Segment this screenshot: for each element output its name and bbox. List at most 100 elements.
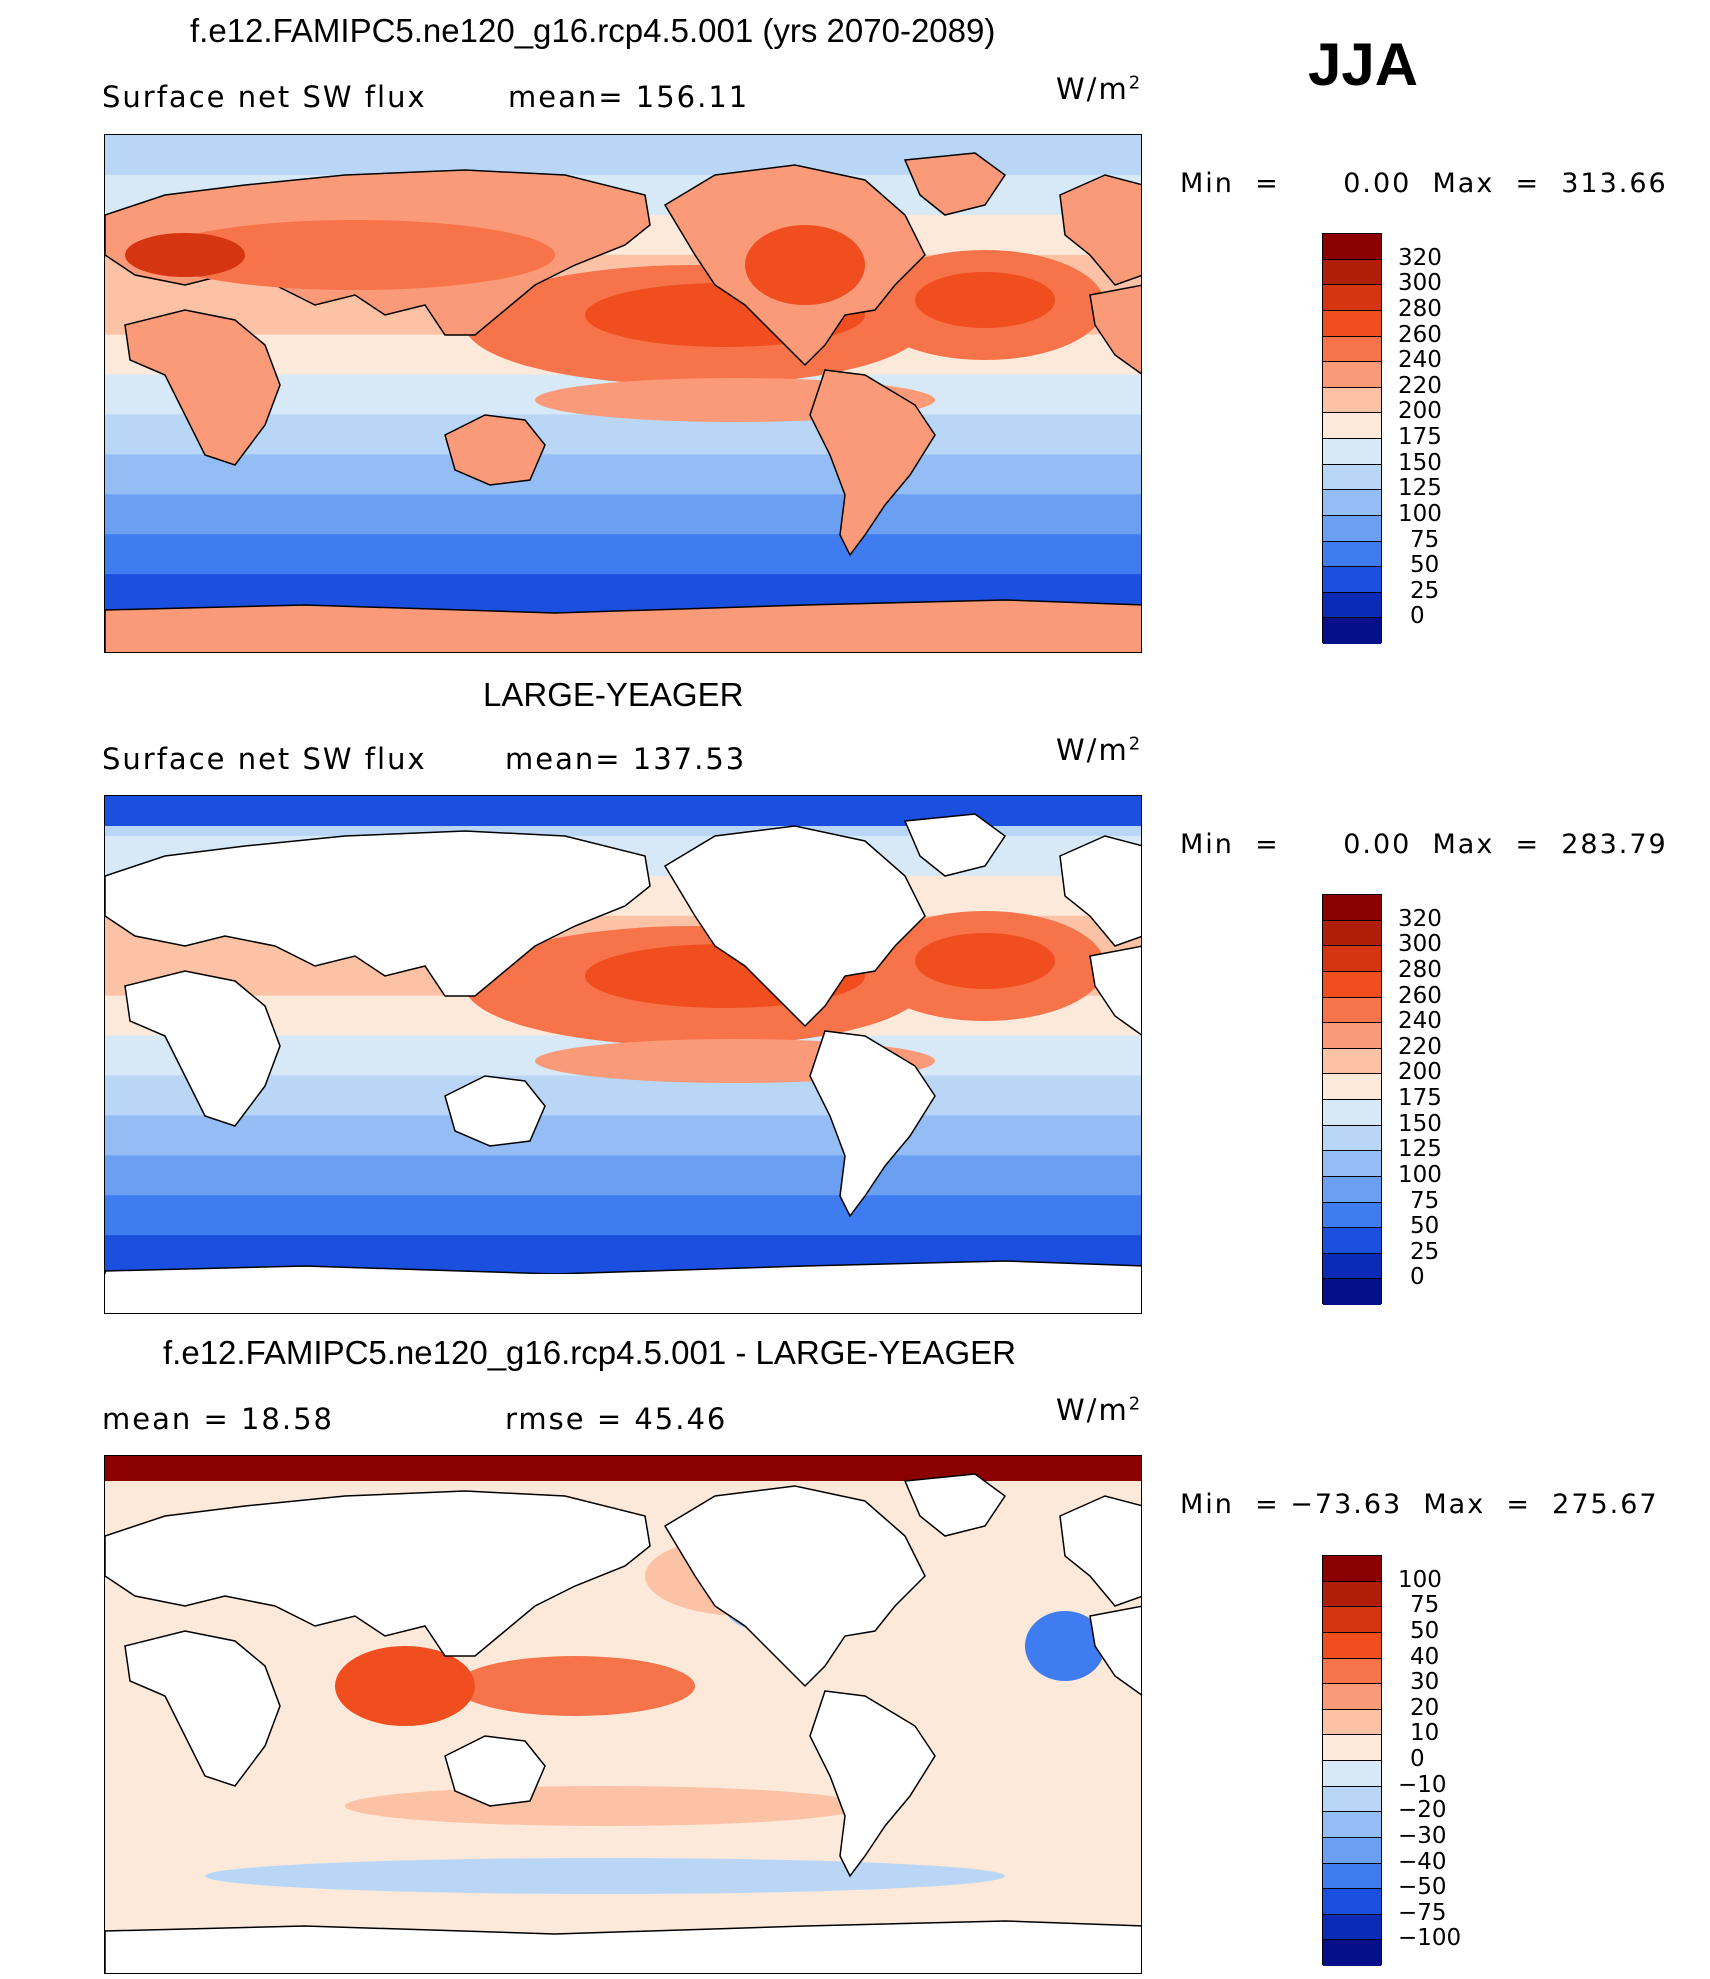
colorbar-tick-label: 300 bbox=[1398, 931, 1442, 958]
colorbar-swatch bbox=[1323, 413, 1381, 439]
colorbar-tick-label: 260 bbox=[1398, 321, 1442, 348]
colorbar-swatch bbox=[1323, 895, 1381, 921]
colorbar-tick-label: 240 bbox=[1398, 1008, 1442, 1035]
colorbar-swatch bbox=[1323, 1202, 1381, 1229]
colorbar-swatch bbox=[1323, 336, 1381, 363]
map-color-band bbox=[105, 1075, 1141, 1117]
colorbar-tick-label: 175 bbox=[1398, 424, 1442, 450]
colorbar-tick-label: 30 bbox=[1410, 1669, 1440, 1696]
map-color-band bbox=[105, 1195, 1141, 1237]
colorbar-tick-label: 40 bbox=[1410, 1643, 1440, 1670]
colorbar-swatch bbox=[1323, 464, 1381, 491]
continent-outline bbox=[663, 1485, 926, 1688]
continent-outline bbox=[1089, 945, 1141, 1036]
colorbar-swatch bbox=[1323, 1658, 1381, 1685]
colorbar-tick-label: −75 bbox=[1398, 1899, 1447, 1926]
colorbar-tick-label: 220 bbox=[1398, 372, 1442, 399]
colorbar-swatch bbox=[1323, 920, 1381, 947]
continent-outline bbox=[105, 1490, 651, 1657]
continent-outline bbox=[124, 970, 281, 1127]
panel-1-variable-label: Surface net SW flux bbox=[102, 80, 427, 114]
colorbar-swatch bbox=[1323, 1151, 1381, 1177]
map-field-blob bbox=[915, 272, 1055, 328]
map-color-band bbox=[105, 1456, 1141, 1481]
continent-outline bbox=[1059, 174, 1141, 286]
colorbar-tick-label: 10 bbox=[1410, 1720, 1440, 1747]
panel-1-mean-label: mean= 156.11 bbox=[508, 80, 750, 114]
colorbar-swatch bbox=[1323, 1889, 1381, 1915]
colorbar-swatch bbox=[1323, 1632, 1381, 1659]
colorbar-swatch bbox=[1323, 1607, 1381, 1633]
panel-3-colorbar bbox=[1322, 1555, 1382, 1966]
colorbar-swatch bbox=[1323, 1735, 1381, 1761]
continent-outline bbox=[1089, 284, 1141, 375]
colorbar-swatch bbox=[1323, 1556, 1381, 1582]
map-field-blob bbox=[335, 1646, 475, 1726]
map-field-blob bbox=[455, 1656, 695, 1716]
colorbar-tick-label: 200 bbox=[1398, 398, 1442, 425]
panel-1-colorbar bbox=[1322, 233, 1382, 644]
continent-outline bbox=[663, 825, 926, 1028]
colorbar-swatch bbox=[1323, 1023, 1381, 1049]
panel-2-mean-label: mean= 137.53 bbox=[505, 742, 747, 776]
colorbar-swatch bbox=[1323, 1761, 1381, 1787]
panel-1-title: f.e12.FAMIPC5.ne120_g16.rcp4.5.001 (yrs … bbox=[190, 12, 996, 49]
colorbar-tick-label: 175 bbox=[1398, 1085, 1442, 1111]
map-color-band bbox=[105, 534, 1141, 576]
colorbar-swatch bbox=[1323, 1176, 1381, 1203]
map-field-blob bbox=[345, 1786, 865, 1826]
continent-outline bbox=[105, 1920, 1141, 1973]
colorbar-tick-label: 300 bbox=[1398, 270, 1442, 297]
colorbar-swatch bbox=[1323, 285, 1381, 311]
continent-outline bbox=[1059, 835, 1141, 947]
continent-outline bbox=[444, 1075, 546, 1147]
colorbar-tick-label: 150 bbox=[1398, 449, 1442, 476]
map-field-blob bbox=[745, 225, 865, 305]
panel-2-colorbar bbox=[1322, 894, 1382, 1305]
continent-outline bbox=[444, 414, 546, 486]
panel-3-unit: W/m2 bbox=[1056, 1393, 1141, 1427]
colorbar-swatch bbox=[1323, 1914, 1381, 1941]
continent-outline bbox=[105, 830, 651, 997]
colorbar-swatch bbox=[1323, 1812, 1381, 1838]
panel-1-map-svg bbox=[105, 135, 1141, 652]
colorbar-tick-label: 100 bbox=[1398, 1566, 1442, 1593]
panel-2-unit: W/m2 bbox=[1056, 733, 1141, 767]
map-field-blob bbox=[1025, 1611, 1105, 1681]
map-field-blob bbox=[915, 933, 1055, 989]
panel-2-minmax: Min = 0.00 Max = 283.79 bbox=[1180, 829, 1668, 860]
colorbar-swatch bbox=[1323, 490, 1381, 516]
colorbar-tick-label: 260 bbox=[1398, 982, 1442, 1009]
colorbar-swatch bbox=[1323, 515, 1381, 542]
continent-outline bbox=[809, 1030, 936, 1218]
colorbar-swatch bbox=[1323, 997, 1381, 1024]
colorbar-tick-label: 280 bbox=[1398, 295, 1442, 322]
continent-outline bbox=[903, 152, 1007, 216]
colorbar-tick-label: 220 bbox=[1398, 1033, 1442, 1060]
colorbar-tick-label: 200 bbox=[1398, 1059, 1442, 1086]
colorbar-swatch bbox=[1323, 1048, 1381, 1075]
colorbar-swatch bbox=[1323, 567, 1381, 593]
colorbar-tick-label: −40 bbox=[1398, 1848, 1447, 1875]
colorbar-swatch bbox=[1323, 310, 1381, 337]
colorbar-swatch bbox=[1323, 1837, 1381, 1864]
colorbar-swatch bbox=[1323, 541, 1381, 568]
colorbar-tick-label: −50 bbox=[1398, 1874, 1447, 1901]
map-color-band bbox=[105, 1155, 1141, 1197]
continent-outline bbox=[903, 1473, 1007, 1537]
panel-1-unit: W/m2 bbox=[1056, 72, 1141, 106]
colorbar-swatch bbox=[1323, 592, 1381, 619]
map-color-band bbox=[105, 414, 1141, 456]
colorbar-tick-label: 50 bbox=[1410, 1213, 1440, 1240]
panel-2-map bbox=[104, 795, 1142, 1314]
panel-3-map-svg bbox=[105, 1456, 1141, 1973]
colorbar-tick-label: 50 bbox=[1410, 1617, 1440, 1644]
colorbar-swatch bbox=[1323, 362, 1381, 388]
continent-outline bbox=[124, 1630, 281, 1787]
continent-outline bbox=[903, 813, 1007, 877]
colorbar-swatch bbox=[1323, 259, 1381, 286]
colorbar-tick-label: 20 bbox=[1410, 1694, 1440, 1721]
colorbar-swatch bbox=[1323, 971, 1381, 998]
colorbar-tick-label: 25 bbox=[1410, 1238, 1440, 1265]
